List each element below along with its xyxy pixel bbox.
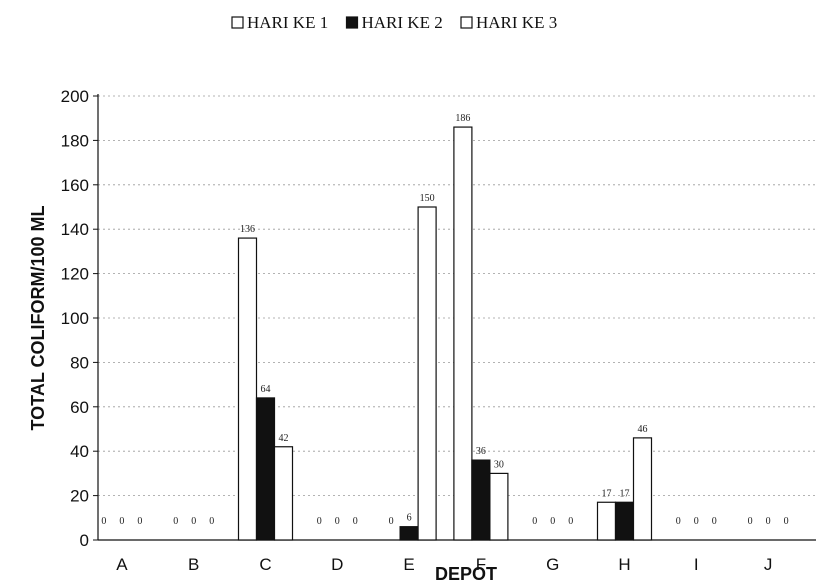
data-label: 0 — [784, 516, 789, 527]
bar — [399, 526, 419, 541]
data-label: 0 — [389, 516, 394, 527]
bar — [255, 397, 276, 541]
y-tick-label: 60 — [70, 398, 89, 417]
x-tick-label: E — [403, 555, 414, 574]
x-tick-label: H — [618, 555, 630, 574]
legend-label: HARI KE 1 — [247, 13, 328, 32]
data-label: 36 — [476, 446, 486, 457]
data-label: 30 — [494, 459, 504, 470]
data-label: 0 — [209, 516, 214, 527]
data-label: 0 — [335, 516, 340, 527]
legend-swatch — [345, 16, 359, 29]
data-label: 0 — [748, 516, 753, 527]
x-tick-label: F — [476, 555, 486, 574]
data-label: 0 — [173, 516, 178, 527]
data-label: 0 — [353, 516, 358, 527]
data-label: 136 — [240, 224, 255, 235]
x-tick-label: A — [116, 555, 128, 574]
data-label: 64 — [261, 384, 271, 395]
x-tick-label: C — [259, 555, 271, 574]
data-label: 17 — [620, 488, 630, 499]
y-tick-label: 20 — [70, 487, 89, 506]
bar — [471, 459, 491, 541]
bar — [237, 237, 258, 541]
y-tick-label: 80 — [70, 353, 89, 372]
y-tick-label: 160 — [61, 176, 89, 195]
data-label: 0 — [317, 516, 322, 527]
bar — [632, 437, 653, 541]
data-label: 0 — [766, 516, 771, 527]
bar — [489, 472, 509, 541]
x-tick-label: D — [331, 555, 343, 574]
data-label: 0 — [568, 516, 573, 527]
data-label: 0 — [532, 516, 537, 527]
bar — [453, 126, 473, 541]
y-tick-label: 140 — [61, 220, 89, 239]
y-tick-label: 40 — [70, 442, 89, 461]
y-axis-title: TOTAL COLIFORM/100 ML — [28, 205, 48, 430]
bar — [596, 501, 617, 541]
y-tick-label: 0 — [80, 531, 89, 550]
legend: HARI KE 1 HARI KE 2 HARI KE 3 — [231, 13, 557, 32]
data-label: 150 — [420, 193, 435, 204]
data-label: 46 — [638, 424, 648, 435]
bar — [273, 446, 294, 541]
x-tick-label: I — [694, 555, 699, 574]
data-label: 6 — [407, 513, 412, 524]
data-label: 17 — [602, 488, 612, 499]
y-tick-label: 120 — [61, 265, 89, 284]
data-labels: 0 0 0 0 0 0 136 64 42 0 0 0 0 6 150 186 36 30 0 0 0 17 17 46 0 0 0… — [101, 113, 788, 527]
x-tick-label: G — [546, 555, 559, 574]
bar — [417, 206, 437, 541]
legend-swatch — [231, 16, 244, 29]
data-label: 0 — [550, 516, 555, 527]
data-label: 0 — [137, 516, 142, 527]
data-label: 0 — [101, 516, 106, 527]
x-tick-label: J — [764, 555, 773, 574]
bars — [237, 126, 653, 541]
y-tick-label: 100 — [61, 309, 89, 328]
x-tick-label: B — [188, 555, 199, 574]
y-tick-label: 180 — [61, 131, 89, 150]
bar — [614, 501, 635, 541]
data-label: 0 — [694, 516, 699, 527]
legend-label: HARI KE 2 — [362, 13, 443, 32]
x-axis-title: DEPOT — [435, 564, 497, 582]
data-label: 0 — [676, 516, 681, 527]
y-tick-label: 200 — [61, 87, 89, 106]
legend-label: HARI KE 3 — [476, 13, 557, 32]
data-label: 42 — [279, 433, 289, 444]
data-label: 0 — [119, 516, 124, 527]
legend-swatch — [460, 16, 473, 29]
data-label: 0 — [191, 516, 196, 527]
data-label: 0 — [712, 516, 717, 527]
data-label: 186 — [455, 113, 470, 124]
